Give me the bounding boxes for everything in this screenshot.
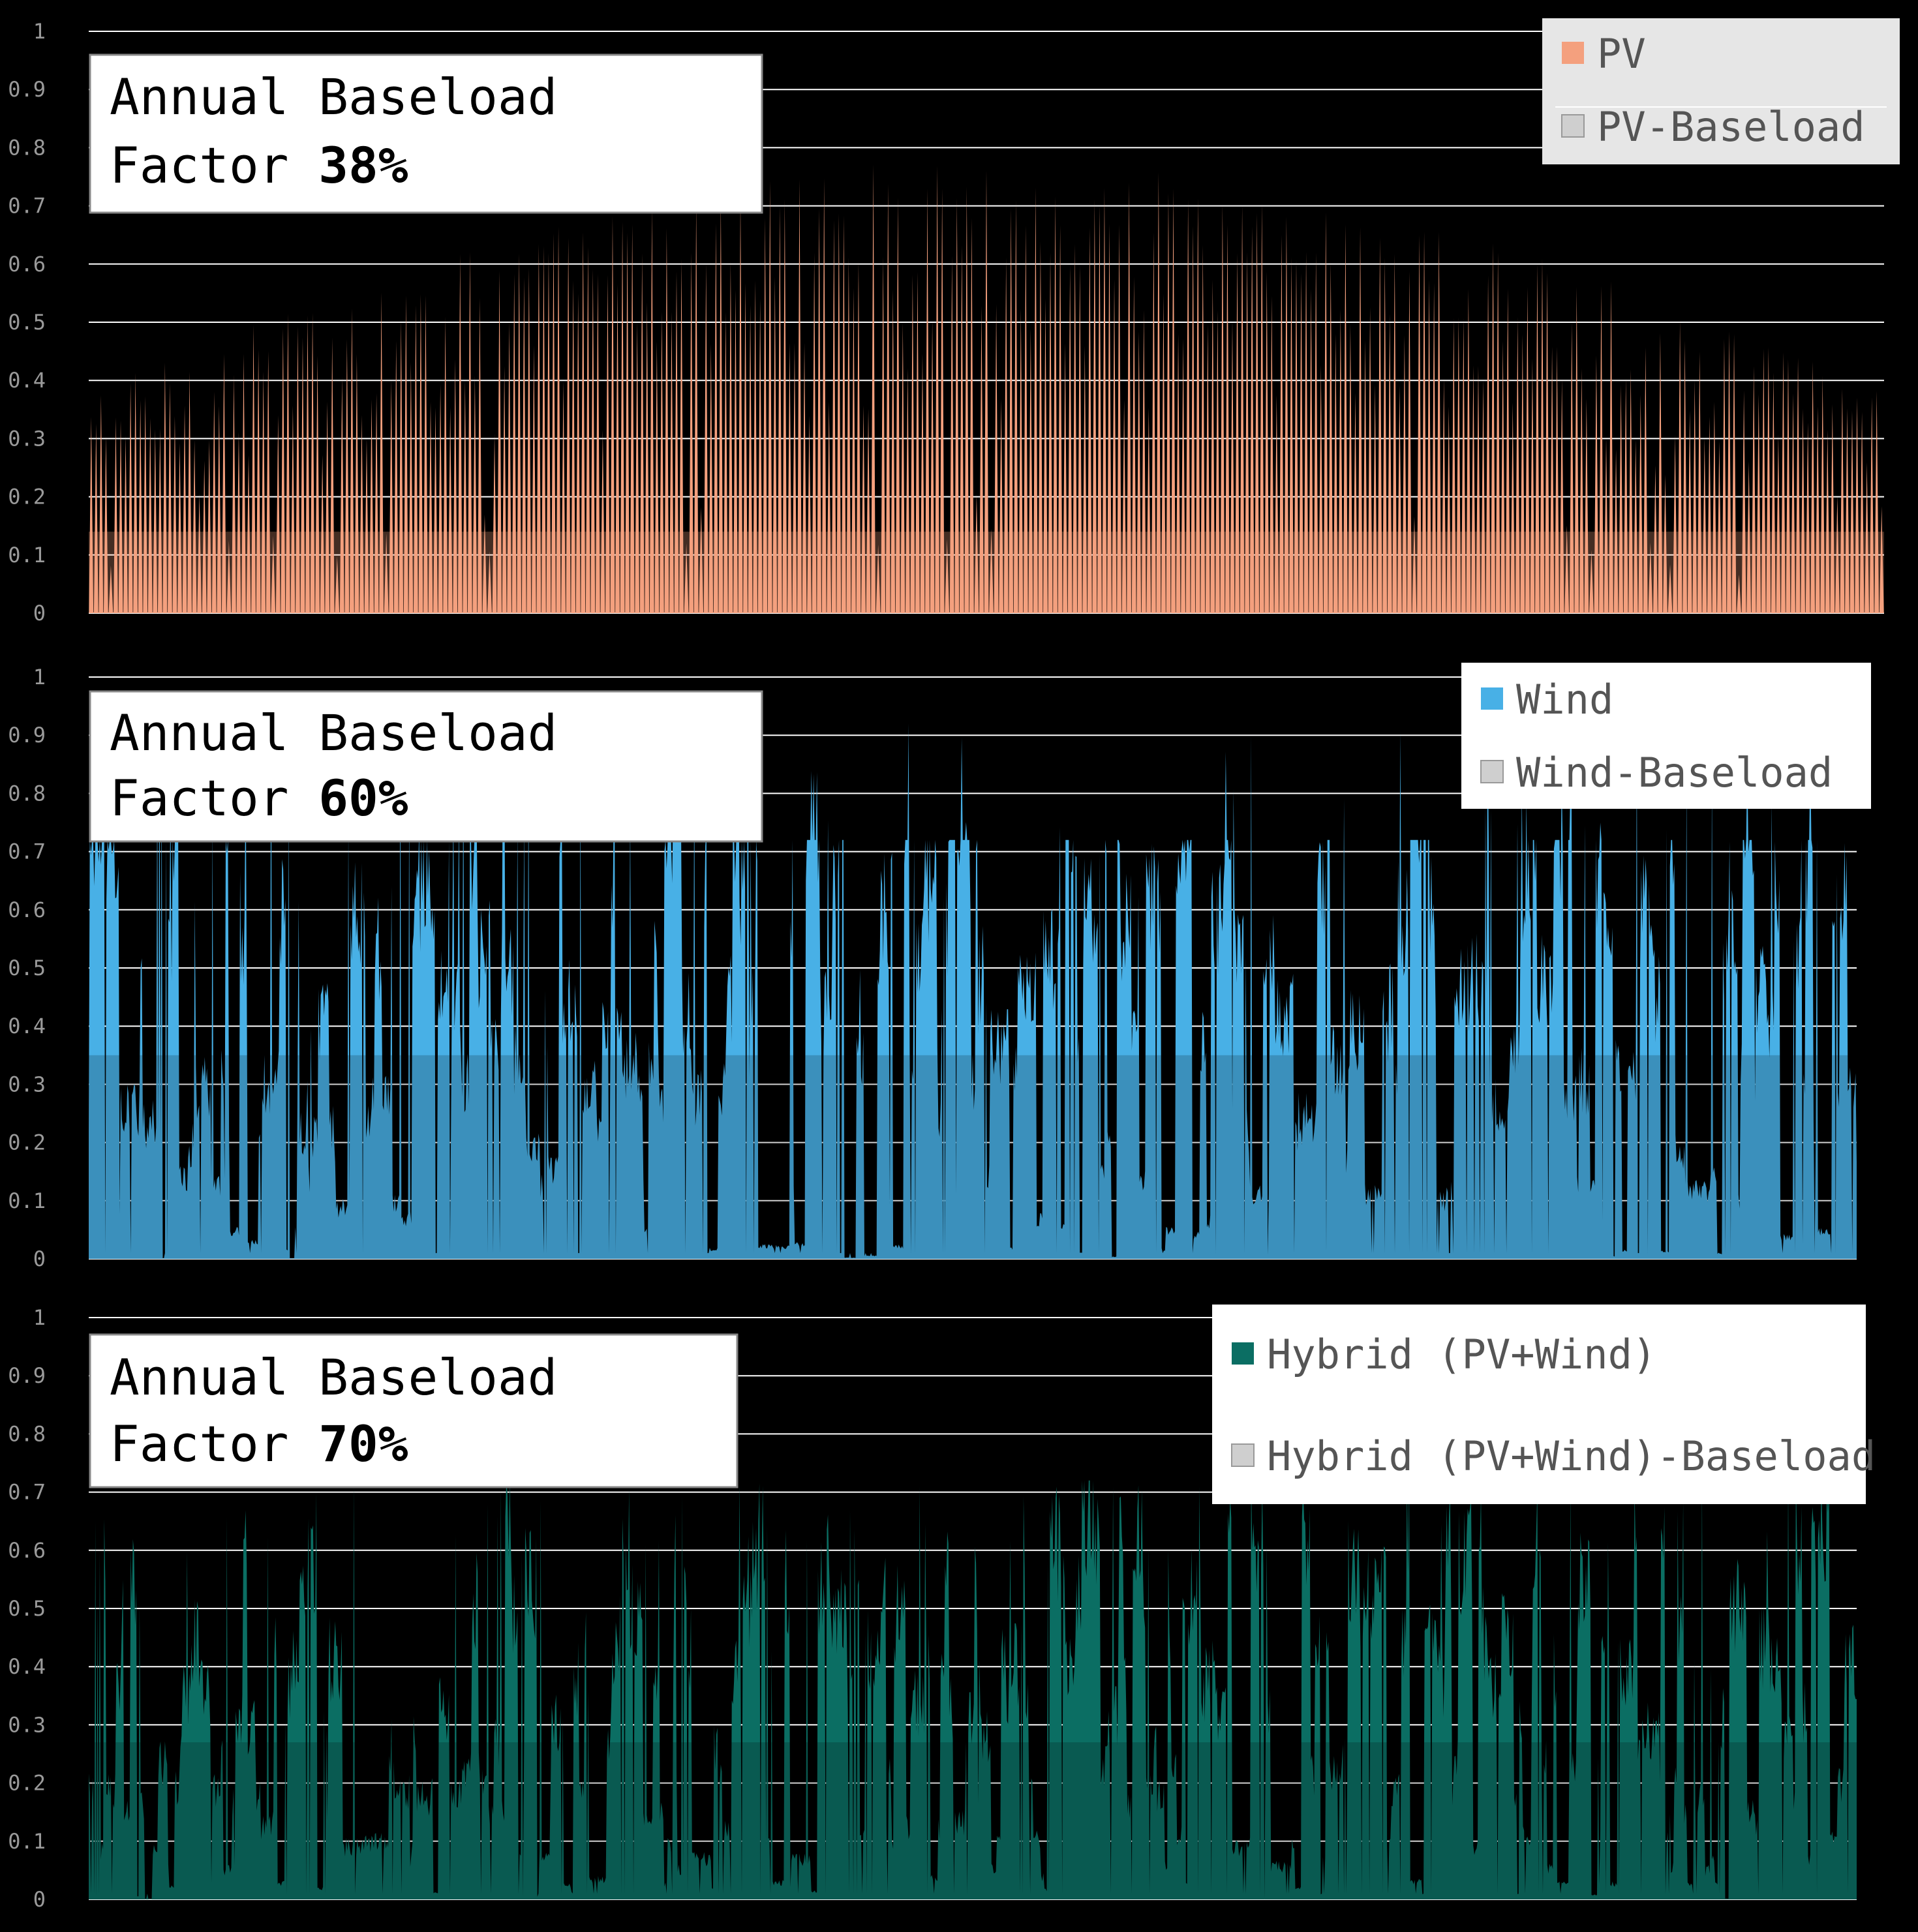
legend-label: PV-Baseload	[1597, 103, 1865, 151]
legend-swatch	[1232, 1342, 1254, 1365]
y-tick-label: 0.6	[8, 1538, 46, 1563]
legend-label: Hybrid (PV+Wind)-Baseload	[1267, 1432, 1876, 1480]
legend-label: Hybrid (PV+Wind)	[1267, 1331, 1656, 1378]
y-tick-label: 0.4	[8, 368, 46, 393]
y-tick-label: 0.7	[8, 194, 46, 219]
y-tick-label: 0.9	[8, 1363, 46, 1388]
y-tick-label: 0.1	[8, 543, 46, 567]
y-tick-label: 0.3	[8, 1072, 46, 1096]
annotation-line-2: Factor 70%	[110, 1415, 408, 1473]
y-tick-label: 0.9	[8, 723, 46, 747]
y-tick-label: 0.3	[8, 426, 46, 451]
chart-panel-2: 0 0.1 0.2 0.3 0.4 0.5 0.6 0.7 0.8 0.9 1 Wind Wind-Ba…	[8, 663, 1871, 1271]
y-tick-label: 0.5	[8, 310, 46, 335]
legend-swatch	[1562, 42, 1584, 64]
series-area-1	[89, 164, 1884, 613]
annotation-value: 70%	[318, 1415, 408, 1473]
annotation-prefix: Factor	[110, 769, 318, 827]
y-tick-label: 0.4	[8, 1654, 46, 1679]
y-tick-label: 0.2	[8, 1130, 46, 1155]
legend-label: PV	[1597, 30, 1646, 78]
annotation-prefix: Factor	[110, 136, 318, 194]
y-tick-label: 0	[33, 601, 46, 626]
y-tick-label: 0.6	[8, 252, 46, 277]
annotation-line-2: Factor 60%	[110, 769, 408, 827]
series-area-2	[89, 723, 1857, 1259]
annotation-line-2: Factor 38%	[110, 136, 408, 194]
y-tick-label: 1	[33, 665, 46, 689]
annotation-prefix: Factor	[110, 1415, 318, 1473]
legend-swatch	[1481, 687, 1503, 710]
y-tick-label: 0.2	[8, 485, 46, 509]
y-tick-label: 0.5	[8, 956, 46, 980]
annotation-value: 60%	[318, 769, 408, 827]
legend-swatch	[1231, 1443, 1255, 1467]
series-area-3	[89, 1480, 1857, 1899]
y-tick-label: 0	[33, 1887, 46, 1912]
legend-swatch	[1561, 114, 1585, 138]
baseload-band	[89, 1055, 1857, 1259]
chart-panel-1: 0 0.1 0.2 0.3 0.4 0.5 0.6 0.7 0.8 0.9 1 PV PV-Baselo…	[8, 18, 1900, 626]
y-tick-label: 0.8	[8, 1421, 46, 1446]
chart-panel-3: 0 0.1 0.2 0.3 0.4 0.5 0.6 0.7 0.8 0.9 1 Hybrid (PV+…	[8, 1305, 1876, 1912]
annotation-line-1: Annual Baseload	[110, 68, 557, 126]
y-tick-label: 1	[33, 19, 46, 44]
annotation-box	[89, 1333, 738, 1488]
y-tick-label: 0.8	[8, 135, 46, 160]
annotation-line-1: Annual Baseload	[110, 1348, 557, 1406]
y-tick-label: 0.1	[8, 1188, 46, 1213]
baseload-band	[89, 1742, 1857, 1899]
legend-label: Wind	[1516, 676, 1613, 723]
y-tick-label: 0.2	[8, 1771, 46, 1796]
y-tick-label: 0.1	[8, 1829, 46, 1854]
legend-box	[1461, 663, 1871, 809]
y-tick-label: 0.8	[8, 781, 46, 806]
annotation-box	[89, 53, 763, 214]
y-tick-label: 0.6	[8, 898, 46, 922]
y-tick-label: 0.7	[8, 839, 46, 864]
legend-swatch	[1480, 760, 1504, 783]
legend-box	[1212, 1305, 1866, 1504]
y-tick-label: 1	[33, 1305, 46, 1330]
annotation-line-1: Annual Baseload	[110, 704, 557, 762]
y-tick-label: 0.3	[8, 1712, 46, 1737]
annotation-box	[89, 690, 763, 843]
legend-box	[1542, 18, 1900, 164]
y-tick-label: 0.5	[8, 1596, 46, 1621]
y-tick-label: 0	[33, 1246, 46, 1271]
legend-label: Wind-Baseload	[1516, 749, 1833, 796]
y-tick-label: 0.4	[8, 1014, 46, 1038]
y-tick-label: 0.9	[8, 77, 46, 102]
baseload-band	[89, 532, 1884, 613]
y-tick-label: 0.7	[8, 1480, 46, 1505]
annotation-value: 38%	[318, 136, 408, 194]
